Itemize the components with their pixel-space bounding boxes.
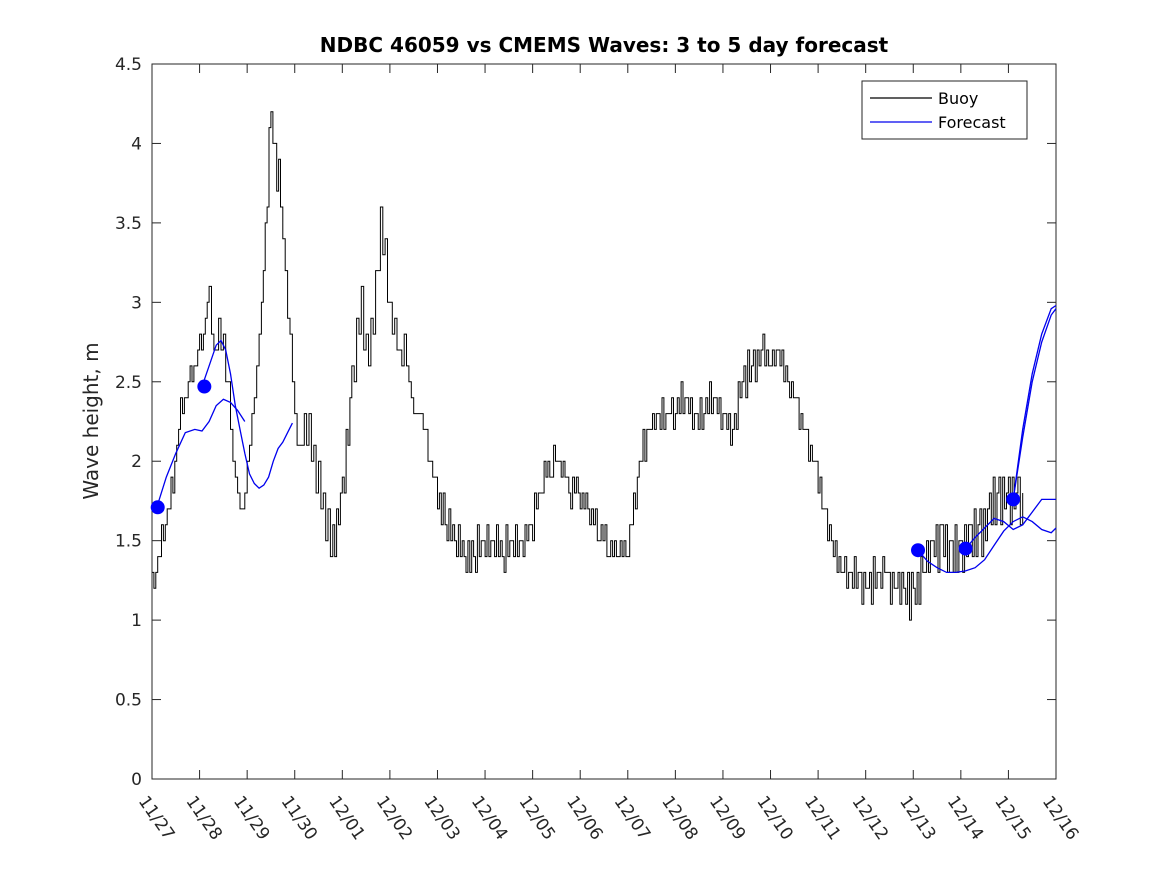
y-axis-label: Wave height, m (79, 342, 103, 499)
chart-title: NDBC 46059 vs CMEMS Waves: 3 to 5 day fo… (320, 33, 889, 57)
y-tick-label: 2 (131, 452, 142, 472)
forecast-start-marker (1006, 492, 1021, 507)
forecast-series-line (201, 339, 293, 490)
forecast-series-line (917, 516, 1057, 574)
forecast-series-line (1012, 308, 1057, 500)
y-tick-label: 4 (131, 134, 142, 154)
y-tick-label: 2.5 (115, 373, 142, 393)
forecast-start-marker (911, 543, 926, 558)
y-tick-label: 4.5 (115, 55, 142, 75)
forecast-start-marker (197, 379, 212, 394)
y-axis-ticks: 0 0.5 1 1.5 2 2.5 3 3.5 4 4.5 (115, 55, 1056, 790)
forecast-start-marker (150, 500, 165, 515)
legend-forecast-label: Forecast (938, 113, 1006, 132)
y-tick-label: 3 (131, 293, 142, 313)
y-tick-label: 0 (131, 770, 142, 790)
series-layer (150, 111, 1057, 621)
legend-box (861, 80, 1028, 140)
legend: Buoy Forecast (861, 80, 1028, 140)
buoy-series-line (152, 111, 1024, 621)
legend-buoy-label: Buoy (938, 89, 978, 108)
y-tick-label: 1 (131, 611, 142, 631)
forecast-series-line (1012, 304, 1057, 500)
forecast-series-line (156, 398, 246, 508)
y-tick-label: 1.5 (115, 532, 142, 552)
y-tick-label: 0.5 (115, 691, 142, 711)
forecast-start-marker (958, 541, 973, 556)
forecast-series-line (965, 498, 1056, 550)
y-tick-label: 3.5 (115, 214, 142, 234)
plot-area (151, 63, 1057, 780)
